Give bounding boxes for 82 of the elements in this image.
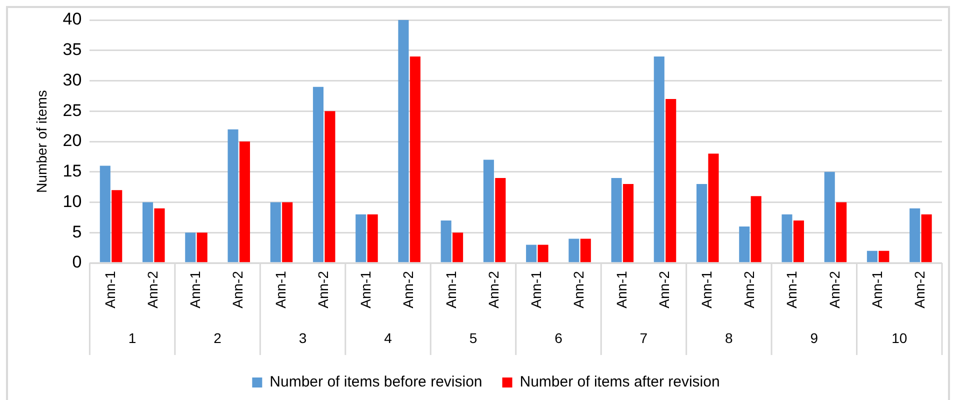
bar bbox=[910, 208, 920, 262]
bar bbox=[452, 232, 464, 262]
bar bbox=[410, 56, 420, 262]
y-tick-label: 40 bbox=[62, 10, 82, 29]
bar bbox=[666, 98, 676, 262]
y-tick-label: 25 bbox=[62, 100, 82, 120]
x-tick-label: Ann-1 bbox=[102, 270, 118, 308]
y-tick-label: 30 bbox=[62, 70, 82, 90]
x-tick-label: Ann-2 bbox=[144, 270, 160, 308]
legend-label: Number of items after revision bbox=[520, 374, 720, 391]
bar bbox=[185, 232, 196, 262]
bar bbox=[611, 178, 622, 262]
bar bbox=[282, 202, 293, 262]
bar bbox=[312, 86, 324, 262]
bar bbox=[495, 178, 506, 262]
y-tick-label: 10 bbox=[62, 192, 82, 211]
bar bbox=[866, 250, 878, 262]
bar bbox=[112, 190, 122, 262]
x-tick-label: Ann-1 bbox=[358, 270, 374, 308]
y-tick-label: 5 bbox=[72, 222, 82, 242]
text: 8 bbox=[725, 330, 734, 346]
text: 3 bbox=[298, 330, 307, 346]
bar bbox=[239, 142, 250, 262]
bar bbox=[440, 220, 452, 262]
text: 2 bbox=[214, 330, 222, 346]
x-tick-label: Ann-1 bbox=[784, 270, 800, 308]
bar bbox=[793, 220, 804, 262]
x-tick-label: Ann-1 bbox=[442, 270, 459, 308]
bar bbox=[654, 56, 664, 262]
bar bbox=[824, 172, 835, 262]
x-tick-label: Ann-1 bbox=[698, 270, 714, 308]
bar bbox=[154, 208, 165, 262]
bar bbox=[878, 250, 890, 262]
bar bbox=[750, 196, 762, 262]
bar bbox=[696, 184, 708, 262]
legend-label: Number of items before revision bbox=[270, 374, 482, 391]
bar bbox=[228, 129, 238, 262]
text: 6 bbox=[554, 330, 563, 346]
x-tick-label: Ann-1 bbox=[528, 270, 544, 308]
text: 4 bbox=[384, 330, 392, 346]
x-tick-label: Ann-2 bbox=[230, 270, 246, 308]
text: 5 bbox=[469, 330, 478, 346]
bar bbox=[836, 202, 847, 262]
x-tick-label: Ann-2 bbox=[741, 270, 758, 308]
x-tick-label: Ann-2 bbox=[485, 270, 502, 308]
x-tick-label: Ann-1 bbox=[613, 270, 630, 308]
bar bbox=[739, 226, 750, 262]
y-tick-label: 20 bbox=[62, 131, 82, 150]
x-tick-label: Ann-1 bbox=[272, 270, 288, 308]
bar bbox=[526, 244, 537, 262]
bar bbox=[708, 154, 719, 262]
x-tick-label: Ann-2 bbox=[314, 270, 331, 308]
y-axis-title: Number of items bbox=[33, 90, 50, 193]
bar bbox=[921, 214, 932, 262]
bar bbox=[324, 111, 336, 262]
text: 7 bbox=[640, 330, 648, 346]
x-tick-label: Ann-1 bbox=[187, 270, 204, 308]
bar bbox=[580, 238, 591, 262]
y-tick-label: 35 bbox=[62, 40, 82, 60]
bar bbox=[782, 214, 792, 262]
x-tick-label: Ann-1 bbox=[868, 270, 885, 308]
bar bbox=[100, 166, 110, 262]
text: 1 bbox=[128, 330, 136, 346]
bar bbox=[367, 214, 378, 262]
bar bbox=[483, 160, 494, 262]
bar bbox=[142, 202, 154, 262]
x-tick-label: Ann-2 bbox=[826, 270, 842, 308]
x-tick-label: Ann-2 bbox=[912, 270, 928, 308]
bar bbox=[622, 184, 634, 262]
bar bbox=[398, 20, 409, 262]
bar bbox=[538, 244, 548, 262]
bar bbox=[270, 202, 281, 262]
y-tick-label: 0 bbox=[72, 252, 82, 272]
y-tick-label: 15 bbox=[62, 162, 82, 181]
bar bbox=[196, 232, 208, 262]
x-tick-label: Ann-2 bbox=[400, 270, 416, 308]
x-tick-label: Ann-2 bbox=[656, 270, 672, 308]
x-tick-label: Ann-2 bbox=[570, 270, 587, 308]
text: 9 bbox=[810, 330, 818, 346]
bar bbox=[356, 214, 366, 262]
text: 10 bbox=[892, 330, 908, 346]
bar bbox=[568, 238, 580, 262]
